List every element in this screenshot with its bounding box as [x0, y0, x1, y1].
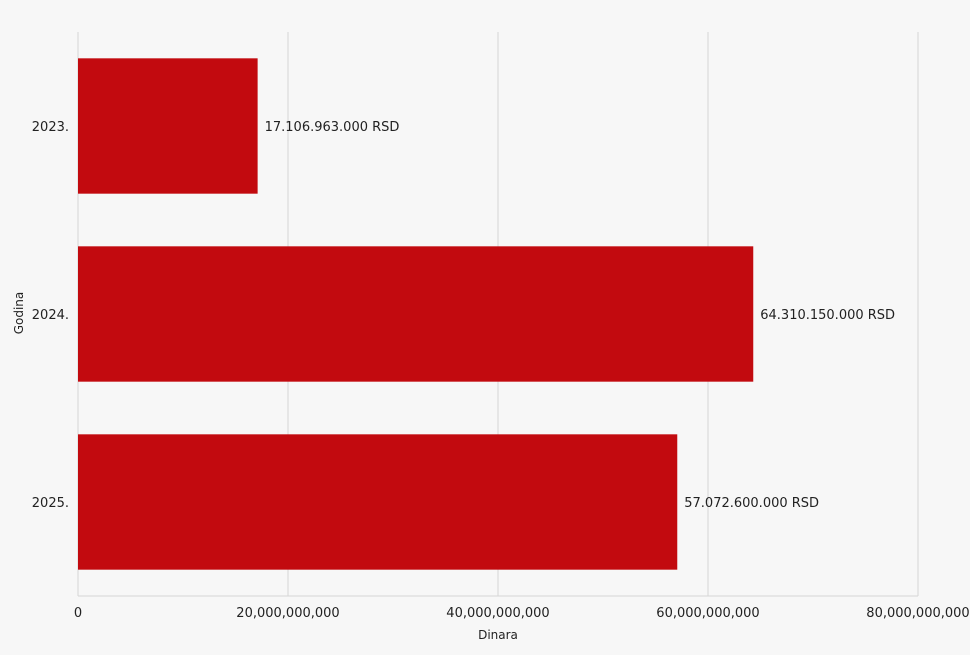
bar-value-label: 57.072.600.000 RSD — [684, 496, 819, 511]
category-label: 2025. — [32, 496, 69, 511]
category-labels: 2023. 2024. 2025. — [32, 120, 69, 511]
x-tick-label: 40,000,000,000 — [446, 606, 549, 621]
category-label: 2023. — [32, 120, 69, 135]
bars — [78, 58, 754, 570]
x-axis-title: Dinara — [478, 628, 518, 642]
bar-value-label: 17.106.963.000 RSD — [265, 120, 400, 135]
category-label: 2024. — [32, 308, 69, 323]
y-axis-title: Godina — [12, 292, 26, 335]
x-tick-label: 60,000,000,000 — [656, 606, 759, 621]
bar — [78, 246, 754, 382]
x-tick-label: 0 — [74, 606, 82, 621]
x-tick-label: 80,000,000,000 — [866, 606, 969, 621]
bar-value-label: 64.310.150.000 RSD — [760, 308, 895, 323]
bar — [78, 434, 678, 570]
x-tick-label: 20,000,000,000 — [236, 606, 339, 621]
x-tick-labels: 0 20,000,000,000 40,000,000,000 60,000,000,… — [74, 606, 970, 621]
data-labels: 17.106.963.000 RSD 64.310.150.000 RSD 57.0… — [265, 120, 895, 511]
bar — [78, 58, 258, 194]
